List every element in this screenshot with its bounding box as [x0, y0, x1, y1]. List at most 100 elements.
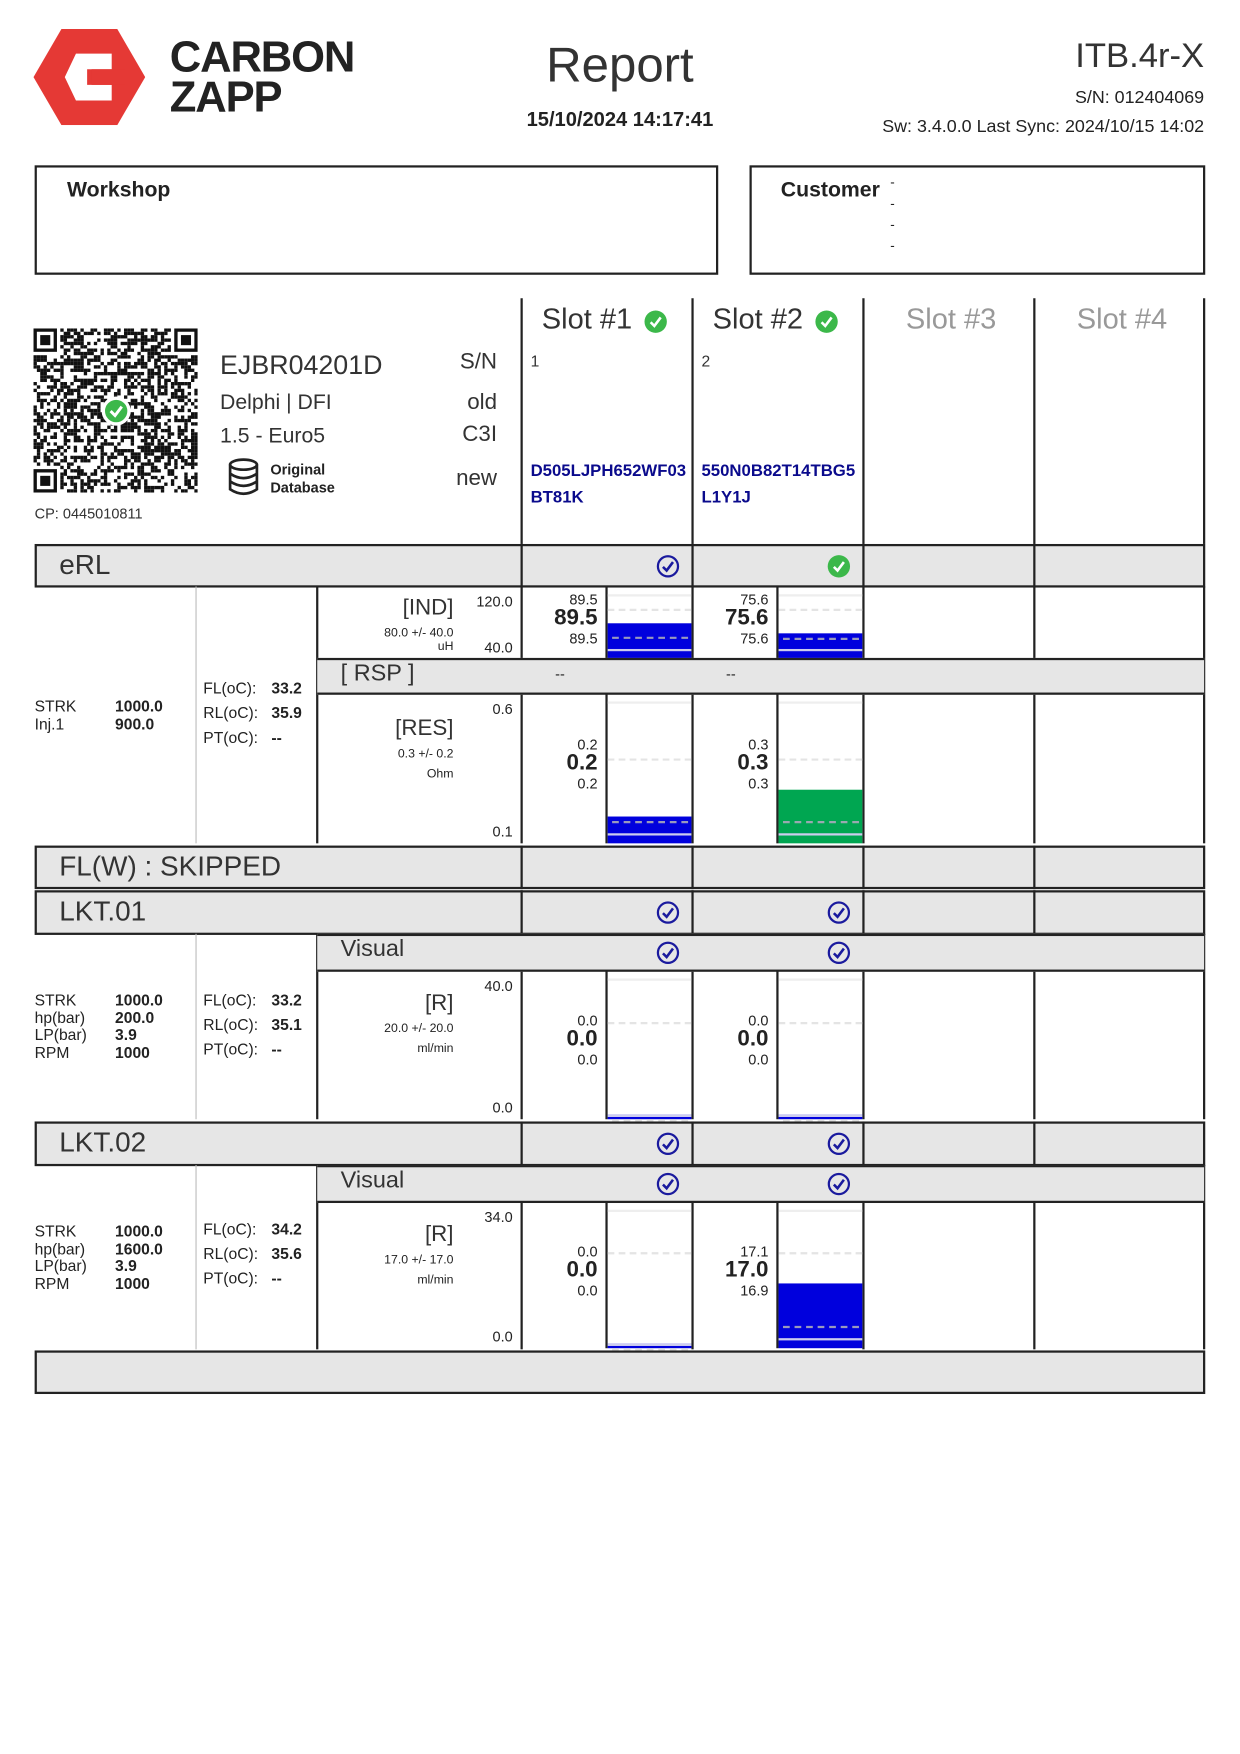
slot-column-divider [691, 298, 694, 544]
slot-status-check-circle-outline-icon [656, 1132, 680, 1155]
software-sync-info: Sw: 3.4.0.0 Last Sync: 2024/10/15 14:02 [882, 117, 1205, 137]
customer-line: - [890, 237, 895, 254]
temperature-label: FL(oC): [203, 679, 257, 698]
gauge-divider [776, 693, 779, 844]
gauge-lower-line [607, 1114, 692, 1117]
temperature-value: 34.2 [271, 1219, 302, 1238]
gauge-lower-line [607, 1343, 692, 1346]
lkt01-visual-label: Visual [340, 936, 405, 962]
temperature-label: RL(oC): [203, 1015, 259, 1034]
param-label: hp(bar) [34, 1008, 86, 1026]
param-label: RPM [34, 1042, 70, 1061]
gauge-divider [776, 1201, 779, 1349]
gauge-lower-line [778, 1114, 863, 1117]
injector-engine: 1.5 - Euro5 [220, 424, 326, 448]
body-divider [1033, 586, 1036, 844]
temperature-label: PT(oC): [203, 728, 259, 747]
customer-line: - [890, 174, 895, 190]
scale-min: 0.0 [492, 1099, 513, 1116]
param-label: Inj.1 [34, 714, 65, 733]
injector-column-label: old [467, 389, 498, 415]
lkt02-section-bar [34, 1121, 1206, 1167]
body-divider [520, 1165, 523, 1350]
injector-column-label: S/N [459, 349, 498, 375]
slot-status-check-circle-filled-icon [827, 554, 851, 577]
param-label: LP(bar) [34, 1256, 87, 1275]
gauge-max-line [607, 594, 692, 597]
temperature-label: RL(oC): [203, 1244, 259, 1263]
body-divider [520, 586, 523, 844]
lkt02-section-title: LKT.02 [59, 1127, 147, 1159]
result-min-reading: 75.6 [740, 629, 769, 647]
workshop-box [34, 165, 719, 275]
gauge-max-line [607, 701, 692, 704]
result-gauge [778, 694, 863, 844]
gauge-max-line [607, 1209, 692, 1212]
slot-header-3: Slot #3 [905, 301, 997, 336]
qr-verified-check-icon [101, 396, 131, 426]
lkt02-visual-label: Visual [340, 1167, 405, 1193]
result-gauge [607, 971, 692, 1122]
test-unit: uH [437, 640, 454, 654]
divider [520, 1121, 523, 1167]
temperature-value: -- [271, 728, 282, 747]
divider [691, 845, 694, 890]
scale-max: 0.6 [492, 700, 513, 718]
divider [691, 543, 694, 588]
body-divider [1203, 586, 1206, 844]
result-max-reading: 0.3 [748, 736, 769, 753]
brand-name-line1: CARBON [169, 33, 356, 82]
result-gauge [607, 694, 692, 844]
gauge-nominal-line [612, 820, 688, 824]
customer-box [749, 165, 1206, 275]
footer-bar [34, 1350, 1206, 1395]
gauge-nominal-line [612, 1119, 688, 1122]
slot-part-code-line2: L1Y1J [701, 488, 751, 508]
param-value: 1000 [115, 1273, 150, 1292]
temperature-value: -- [271, 1268, 282, 1287]
param-value: 200.0 [115, 1008, 155, 1026]
slot-column-divider [520, 298, 523, 544]
body-divider [1203, 1165, 1206, 1350]
lkt02-visual-row [317, 1165, 1205, 1204]
test-name: [R] [424, 990, 454, 1016]
result-max-reading: 0.0 [577, 1243, 598, 1260]
slot-part-code-line1: 550N0B82T14TBG5 [701, 461, 856, 481]
customer-line: - [890, 195, 895, 212]
result-value: 17.0 [725, 1257, 769, 1283]
result-min-reading: 0.2 [577, 775, 598, 792]
gauge-lower-line [778, 648, 863, 652]
gauge-max-line [778, 594, 863, 597]
gauge-lower-line [778, 833, 863, 836]
result-max-reading: 0.2 [577, 736, 598, 753]
body-divider [691, 1165, 694, 1350]
param-label: STRK [34, 990, 77, 1009]
result-gauge-fill [778, 1114, 863, 1120]
gauge-max-line [778, 978, 863, 981]
temperature-value: -- [271, 1039, 282, 1058]
gauge-divider [605, 1201, 608, 1349]
temperature-label: RL(oC): [203, 703, 259, 722]
check-circle-outline-icon [656, 1172, 680, 1196]
divider [862, 890, 865, 935]
gauge-lower-line [607, 833, 692, 836]
temperature-value: 33.2 [271, 679, 302, 698]
param-label: hp(bar) [34, 1239, 86, 1258]
report-datetime: 15/10/2024 14:17:41 [526, 108, 714, 131]
temperature-value: 35.6 [271, 1244, 302, 1263]
gauge-nominal-line [783, 820, 859, 824]
body-divider [862, 1165, 865, 1350]
gauge-divider [605, 693, 608, 844]
carbon-zapp-logo-icon [33, 29, 146, 126]
rsp-label: [ RSP ] [340, 660, 415, 686]
scale-max: 34.0 [484, 1208, 513, 1226]
result-value: 0.0 [737, 1026, 769, 1052]
slot-status-check-circle-outline-icon [827, 1132, 851, 1155]
test-spec: 0.3 +/- 0.2 [397, 747, 454, 761]
cp-number: CP: 0445010811 [34, 504, 143, 522]
slot-number: 2 [701, 351, 711, 370]
result-min-reading: 16.9 [740, 1282, 769, 1300]
divider [862, 845, 865, 890]
flw-section-bar [34, 845, 1206, 890]
result-max-reading: 75.6 [740, 590, 769, 608]
